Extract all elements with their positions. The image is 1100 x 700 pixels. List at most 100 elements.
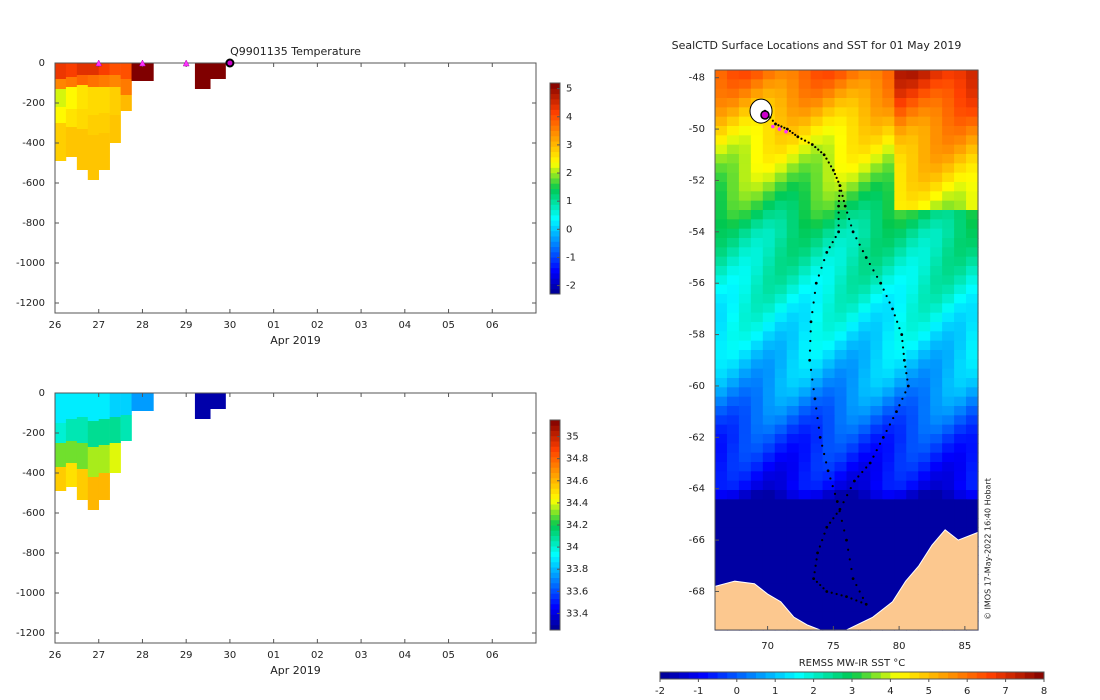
sst-cell	[750, 256, 764, 267]
sst-cell	[715, 135, 728, 146]
sst-cell	[774, 471, 788, 482]
sst-cell	[798, 126, 812, 136]
sst-cell	[738, 462, 752, 472]
sst-cell	[810, 219, 824, 230]
sal-y-tick-label: -800	[22, 548, 45, 559]
sal-colorbar-segment	[550, 509, 560, 515]
sst-cell	[834, 266, 848, 276]
track-point	[816, 551, 819, 555]
sst-cell	[882, 284, 895, 295]
track-point	[842, 501, 845, 504]
sst-cell	[810, 98, 824, 108]
sst-cell	[822, 182, 836, 192]
track-point	[825, 525, 829, 529]
sst-cell	[738, 322, 752, 332]
track-point	[809, 339, 812, 343]
sst-cell	[750, 350, 764, 360]
sst-cell	[786, 228, 800, 239]
sst-cell	[786, 210, 800, 220]
sst-cell	[918, 424, 931, 435]
sst-cell	[726, 378, 740, 388]
sst-cell	[882, 499, 895, 510]
sst-cell	[846, 368, 860, 379]
track-point	[819, 583, 822, 587]
track-point	[906, 384, 910, 388]
track-point	[829, 165, 833, 168]
sst-cell	[870, 144, 883, 155]
sal-colorbar-label: 33.8	[566, 564, 588, 575]
sst-cell	[858, 200, 872, 211]
sst-cell	[726, 415, 740, 426]
sst-cell	[774, 508, 788, 519]
sst-cell	[930, 116, 943, 127]
sal-cell	[210, 393, 226, 409]
track-point	[838, 510, 841, 513]
sst-cell	[918, 499, 931, 510]
sst-cell	[870, 508, 883, 519]
sal-colorbar-segment	[550, 624, 560, 631]
sst-cell	[726, 116, 740, 127]
sst-cell	[726, 172, 740, 183]
sst-cell	[858, 527, 872, 538]
sst-cell	[858, 284, 872, 295]
sst-cell	[798, 396, 812, 407]
sst-cell	[810, 238, 824, 248]
sst-cell	[918, 98, 931, 108]
sst-cell	[966, 322, 979, 332]
sst-cell	[750, 126, 764, 136]
sst-cell	[822, 527, 836, 538]
temp-cell	[87, 135, 100, 180]
track-point	[828, 521, 832, 524]
sst-cell	[750, 406, 764, 416]
sst-cell	[715, 452, 728, 463]
sst-colorbar-segment	[688, 672, 699, 679]
temp-colorbar-segment	[550, 119, 560, 126]
track-point	[796, 135, 800, 139]
sst-cell	[870, 396, 883, 407]
sst-cell	[966, 79, 979, 90]
map-credit: © IMOS 17-May-2022 16:40 Hobart	[984, 478, 993, 620]
track-point	[825, 157, 828, 160]
sst-cell	[762, 126, 776, 136]
sst-cell	[715, 256, 728, 267]
sst-cell	[858, 518, 872, 528]
sst-colorbar-label: -1	[693, 686, 703, 697]
sal-cell	[194, 393, 211, 419]
sst-cell	[750, 210, 764, 220]
sst-cell	[726, 247, 740, 258]
sst-colorbar-segment	[861, 672, 872, 679]
sst-cell	[858, 368, 872, 379]
sst-cell	[834, 256, 848, 267]
sst-cell	[930, 79, 943, 90]
sst-cell	[822, 434, 836, 444]
sst-colorbar-segment	[871, 672, 882, 679]
sst-cell	[798, 284, 812, 295]
sst-cell	[882, 256, 895, 267]
sst-cell	[798, 172, 812, 183]
sst-cell	[870, 238, 883, 248]
sst-cell	[906, 200, 919, 211]
sst-cell	[954, 98, 967, 108]
sst-cell	[786, 583, 800, 594]
track-point	[812, 301, 815, 304]
sst-cell	[954, 340, 967, 351]
sst-colorbar-segment	[1024, 672, 1035, 679]
sst-cell	[822, 200, 836, 211]
sal-colorbar-segment	[550, 603, 560, 610]
sst-cell	[726, 331, 740, 342]
sst-cell	[810, 434, 824, 444]
sst-cell	[834, 424, 848, 435]
track-point	[771, 119, 774, 122]
sst-cell	[882, 592, 895, 603]
sst-cell	[906, 471, 919, 482]
sst-cell	[870, 312, 883, 323]
sal-colorbar-segment	[550, 525, 560, 531]
sst-cell	[846, 564, 860, 575]
temp-colorbar-segment	[550, 183, 560, 189]
sst-cell	[954, 396, 967, 407]
sst-cell	[834, 191, 848, 202]
sst-cell	[774, 452, 788, 463]
sst-cell	[846, 70, 860, 80]
current-position-marker	[760, 110, 770, 120]
sst-cell	[750, 238, 764, 248]
